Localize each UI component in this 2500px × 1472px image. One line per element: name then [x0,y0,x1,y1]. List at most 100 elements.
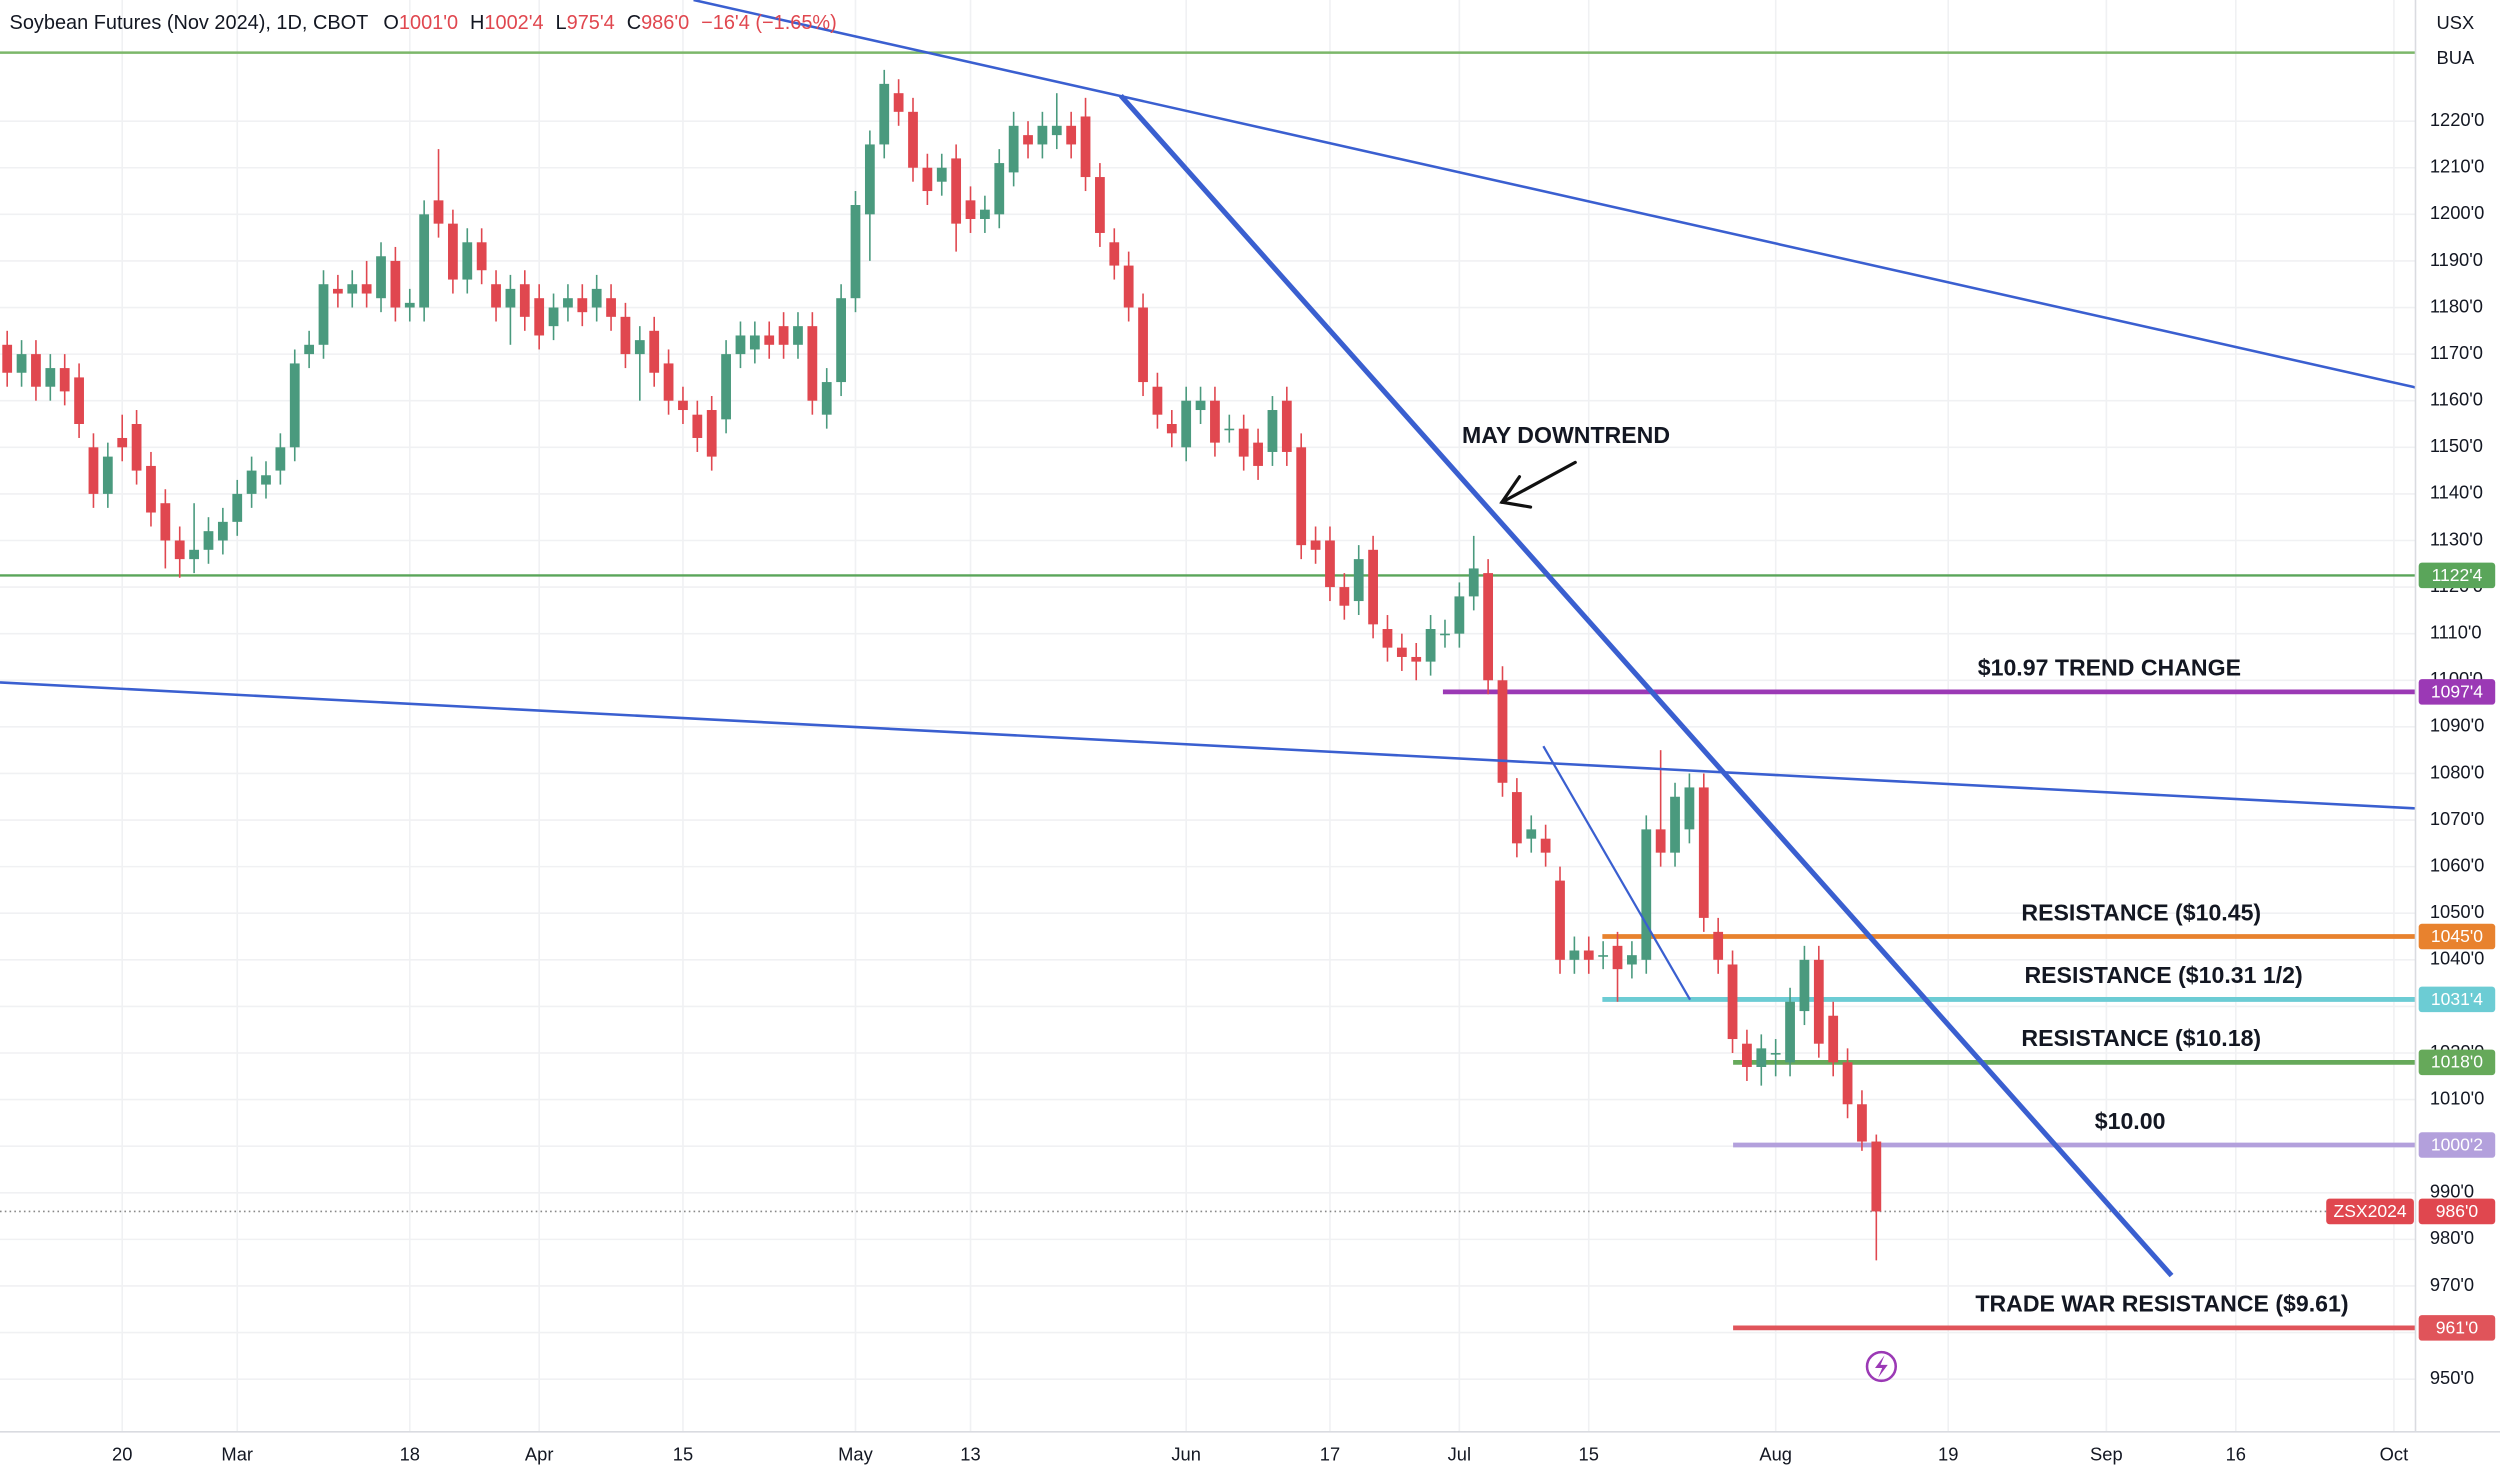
candle-body [404,302,415,308]
readout-key: H [470,12,484,34]
candle-body [749,335,760,350]
readout-change: −16'4 (−1.65%) [701,12,837,34]
last-price-box [2418,1198,2496,1225]
candle-body [1756,1048,1767,1067]
candle-body [1511,792,1522,844]
level-price-label: 1000'2 [2431,1134,2483,1154]
y-tick-label: 1010'0 [2430,1087,2484,1108]
candle-body [448,223,458,280]
candle-body [922,167,933,192]
candle-body [1684,787,1695,830]
candle-body [548,307,559,327]
candle-body [361,284,372,294]
alert-icon [1865,1350,1898,1383]
readout-key: L [556,12,567,34]
readout-key: O [383,12,398,34]
candle-body [117,437,128,448]
x-tick-label: Aug [1759,1444,1792,1465]
candle-body [189,549,199,560]
candle-body [634,340,645,355]
candle-body [146,465,156,513]
candle-body [462,242,473,280]
x-tick-label: 16 [2226,1444,2246,1465]
level-price-box [2418,1049,2496,1076]
y-tick-label: 1130'0 [2430,528,2483,549]
level-price-label: 1045'0 [2431,926,2483,946]
candle-body [1727,964,1738,1040]
trend-line [693,0,2416,389]
candle-body [2,344,13,373]
candle-body [304,344,315,355]
candle-body [376,256,386,299]
candle-body [1008,125,1019,173]
candle-body [936,167,947,182]
candle-body [1540,838,1551,853]
y-tick-label: 1080'0 [2430,761,2484,782]
candle-body [1598,955,1609,957]
candle-body [1627,955,1637,965]
price-axis-bg [2415,0,2500,1472]
x-tick-label: Jun [1171,1444,1201,1465]
candle-body [1325,540,1335,588]
level-price-box [2418,1132,2496,1158]
candle-body [1109,242,1120,266]
candle-body [1224,428,1235,431]
candle-body [1698,787,1709,918]
candle-body [102,456,113,494]
levels: $10.97 TREND CHANGE RESISTANCE ($10.45) RE… [0,574,2416,1331]
candle-body [1813,959,1824,1044]
candle-body [246,470,257,494]
candle-body [1339,587,1350,606]
candle-body [1612,945,1623,970]
x-tick-label: 15 [673,1444,693,1465]
y-tick-label: 1110'0 [2430,622,2482,643]
arrow [1499,460,1577,509]
x-tick-label: 20 [112,1444,132,1465]
level-text: $10.97 TREND CHANGE [1978,655,2241,681]
candle-body [663,363,674,401]
annotation: MAY DOWNTREND [1462,422,1670,448]
icon-circle [1865,1350,1898,1383]
candle-body [951,158,962,224]
candle-body [1842,1062,1853,1105]
candle-body [1095,177,1105,233]
candle-body [289,363,300,448]
candle-body [1425,629,1436,662]
y-tick-label: 1060'0 [2430,854,2484,875]
x-tick-label: Sep [2090,1444,2123,1465]
x-tick-label: 19 [1938,1444,1958,1465]
level-price-label: 1097'4 [2431,681,2483,701]
x-tick-label: Jul [1448,1444,1471,1465]
readout-value: 1002'4 [484,12,543,34]
candle-body [1497,680,1508,783]
candle-body [275,447,286,471]
header: Soybean Futures (Nov 2024), 1D, CBOT O10… [10,12,837,34]
candle-body [1051,125,1062,136]
candle-body [1713,931,1724,960]
candle-body [1037,125,1048,145]
candle-body [419,214,430,308]
level-price-label: 961'0 [2436,1317,2479,1337]
level-text: $10.00 [2095,1108,2166,1134]
candle-body [1411,656,1422,662]
candle-body [1828,1015,1839,1063]
y-tick-label: 1200'0 [2430,202,2484,223]
price-labels: 1122'4 1097'4 1045'0 1031'4 1018'0 1000'2 961'… [2326,562,2496,1341]
candle-body [793,326,803,345]
level-text: RESISTANCE ($10.45) [2021,899,2261,925]
candle-body [1799,959,1810,1012]
x-tick-label: May [838,1444,873,1465]
candle-body [692,414,703,438]
trend-line [0,681,2416,810]
candle-body [893,93,904,112]
readout-key: C [627,12,641,34]
candle-body [1080,116,1091,178]
candle-body [31,354,41,387]
candle-body [563,298,573,308]
candle-body [1310,540,1321,550]
candle-body [577,298,588,313]
candle-body [1368,549,1378,625]
trend-line [1542,745,1692,1001]
candle-body [1353,559,1364,602]
